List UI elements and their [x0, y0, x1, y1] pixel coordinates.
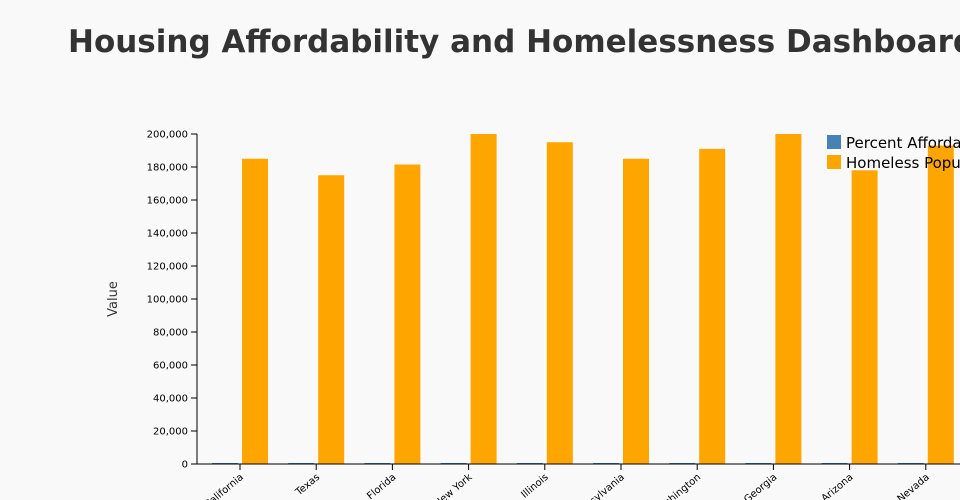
x-tick-label: Texas [293, 472, 322, 499]
x-tick-label: Arizona [820, 472, 856, 500]
bar-homeless-population [318, 175, 345, 464]
plot-area [212, 134, 954, 465]
x-tick-label: Illinois [519, 472, 550, 500]
bar-homeless-population [623, 158, 649, 464]
bar-homeless-population [470, 134, 497, 464]
x-tick-label: New York [432, 472, 474, 500]
y-tick-label: 0 [182, 460, 188, 471]
x-tick-label: California [202, 472, 245, 500]
y-axis-title: Value [106, 281, 121, 317]
legend: Percent Afforda Homeless Popu [827, 134, 960, 172]
bar-homeless-population [546, 142, 573, 464]
legend-swatch [827, 155, 841, 169]
y-tick-label: 80,000 [153, 328, 188, 339]
y-tick-label: 20,000 [153, 427, 188, 438]
bar-homeless-population [242, 158, 268, 464]
bar-homeless-population [394, 164, 421, 464]
legend-swatch [827, 135, 841, 149]
y-tick-label: 40,000 [153, 394, 188, 405]
y-tick-label: 160,000 [147, 196, 188, 207]
bar-homeless-population [775, 134, 802, 464]
y-tick-label: 120,000 [147, 262, 188, 273]
x-tick-label: sylvania [588, 472, 627, 500]
bar-homeless-population [851, 170, 878, 465]
x-tick-label: Georgia [742, 472, 779, 500]
x-tick-label: Florida [365, 472, 398, 500]
y-tick-label: 200,000 [147, 130, 188, 141]
x-tick-label: Nevada [895, 472, 931, 500]
y-tick-label: 140,000 [147, 229, 188, 240]
page-title: Housing Affordability and Homelessness D… [68, 24, 960, 60]
bar-homeless-population [927, 145, 954, 465]
x-axis: California Texas Florida New York Illinois sy… [197, 463, 960, 500]
y-tick-label: 180,000 [147, 163, 188, 174]
legend-label: Homeless Popu [846, 154, 960, 172]
x-tick-label: shington [663, 472, 703, 500]
y-axis: 0 20,000 40,000 60,000 80,000 100,000 120,000 1… [106, 130, 198, 471]
legend-label: Percent Afforda [846, 134, 960, 152]
bar-homeless-population [699, 148, 726, 464]
y-tick-label: 60,000 [153, 361, 188, 372]
y-tick-label: 100,000 [147, 295, 188, 306]
